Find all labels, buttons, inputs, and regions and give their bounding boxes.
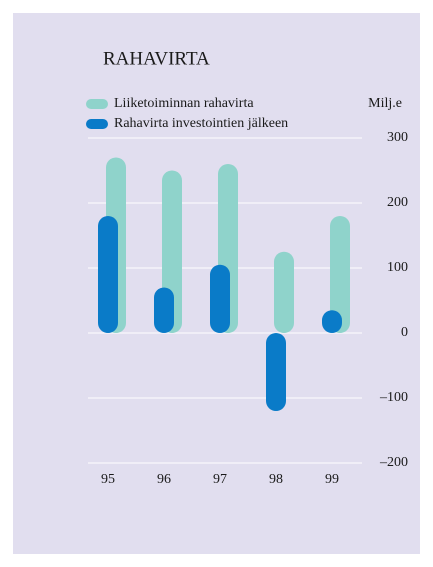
y-tick-label: 100 [387,260,408,275]
bar [330,216,350,333]
x-tick-label: 96 [157,472,171,487]
bar [274,251,294,333]
x-tick-label: 95 [101,472,115,487]
chart-title: RAHAVIRTA [103,48,210,69]
legend-label: Liiketoiminnan rahavirta [114,96,254,111]
y-tick-label: 300 [387,130,408,145]
bar [210,264,230,333]
bar [266,333,286,411]
legend-label: Rahavirta investointien jälkeen [114,116,288,131]
legend-swatch [86,119,108,129]
y-tick-label: 0 [401,325,408,340]
bar [154,287,174,333]
y-tick-label: –200 [379,455,408,470]
x-tick-label: 99 [325,472,339,487]
legend-swatch [86,99,108,109]
x-tick-label: 98 [269,472,283,487]
bar [98,216,118,333]
axis-label: Milj.e [368,96,402,111]
y-tick-label: 200 [387,195,408,210]
x-tick-label: 97 [213,472,227,487]
y-tick-label: –100 [379,390,408,405]
bar [322,310,342,333]
